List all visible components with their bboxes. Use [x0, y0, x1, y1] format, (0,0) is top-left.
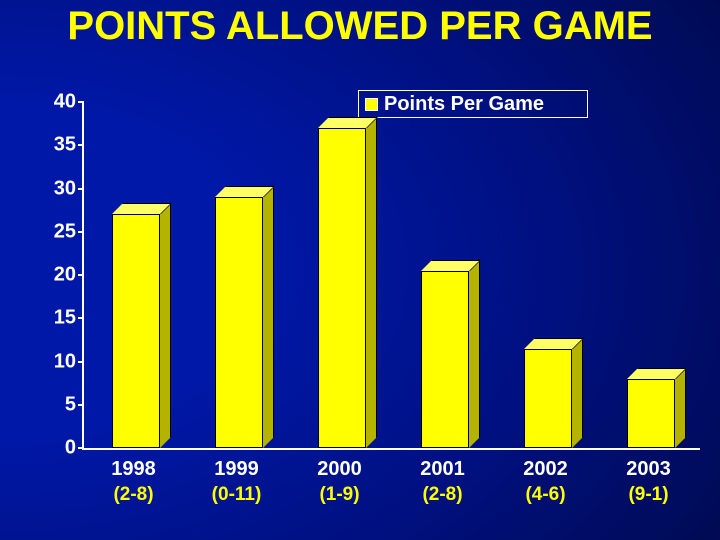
- bar: [627, 379, 675, 448]
- x-category-label: 1998: [89, 458, 179, 481]
- slide-title: POINTS ALLOWED PER GAME: [0, 4, 720, 49]
- bar-face: [318, 128, 366, 448]
- bar-side: [675, 367, 686, 448]
- bar: [215, 197, 263, 448]
- bar-face: [215, 197, 263, 448]
- x-category-label: 1999: [192, 458, 282, 481]
- x-category-label: 2002: [501, 458, 591, 481]
- bar-side: [469, 259, 480, 448]
- slide: POINTS ALLOWED PER GAME Points Per Game …: [0, 0, 720, 540]
- bar-face: [112, 214, 160, 448]
- x-sub-label: (1-9): [295, 484, 385, 506]
- plot-area: [82, 102, 700, 450]
- bar-face: [524, 349, 572, 448]
- x-sub-label: (9-1): [604, 484, 694, 506]
- bar: [112, 214, 160, 448]
- bar-side: [366, 116, 377, 448]
- y-tick-mark: [78, 274, 84, 276]
- y-tick-mark: [78, 447, 84, 449]
- y-tick-mark: [78, 404, 84, 406]
- x-sub-label: (0-11): [192, 484, 282, 506]
- chart: Points Per Game 0510152025303540 1998(2-…: [40, 90, 700, 480]
- x-sub-label: (2-8): [398, 484, 488, 506]
- y-tick-mark: [78, 144, 84, 146]
- y-tick-label: 0: [65, 437, 76, 460]
- bar-top: [318, 117, 378, 128]
- plot: Points Per Game 0510152025303540 1998(2-…: [82, 90, 700, 460]
- x-sub-label: (4-6): [501, 484, 591, 506]
- y-tick-mark: [78, 361, 84, 363]
- y-tick-label: 15: [54, 307, 76, 330]
- y-tick-label: 10: [54, 350, 76, 373]
- y-tick-label: 25: [54, 220, 76, 243]
- x-category-label: 2003: [604, 458, 694, 481]
- bar-top: [524, 338, 584, 349]
- y-tick-label: 5: [65, 393, 76, 416]
- y-tick-label: 20: [54, 264, 76, 287]
- bar: [318, 128, 366, 448]
- bar: [421, 271, 469, 448]
- y-tick-mark: [78, 188, 84, 190]
- y-tick-label: 40: [54, 91, 76, 114]
- bar-face: [421, 271, 469, 448]
- bar-side: [160, 202, 171, 448]
- bar: [524, 349, 572, 448]
- y-tick-mark: [78, 317, 84, 319]
- bar-face: [627, 379, 675, 448]
- x-category-label: 2000: [295, 458, 385, 481]
- y-tick-mark: [78, 231, 84, 233]
- bar-top: [627, 368, 687, 379]
- bar-side: [572, 337, 583, 448]
- bar-side: [263, 185, 274, 448]
- y-tick-label: 35: [54, 134, 76, 157]
- y-tick-label: 30: [54, 177, 76, 200]
- y-tick-mark: [78, 101, 84, 103]
- x-sub-label: (2-8): [89, 484, 179, 506]
- x-category-label: 2001: [398, 458, 488, 481]
- bar-top: [421, 260, 481, 271]
